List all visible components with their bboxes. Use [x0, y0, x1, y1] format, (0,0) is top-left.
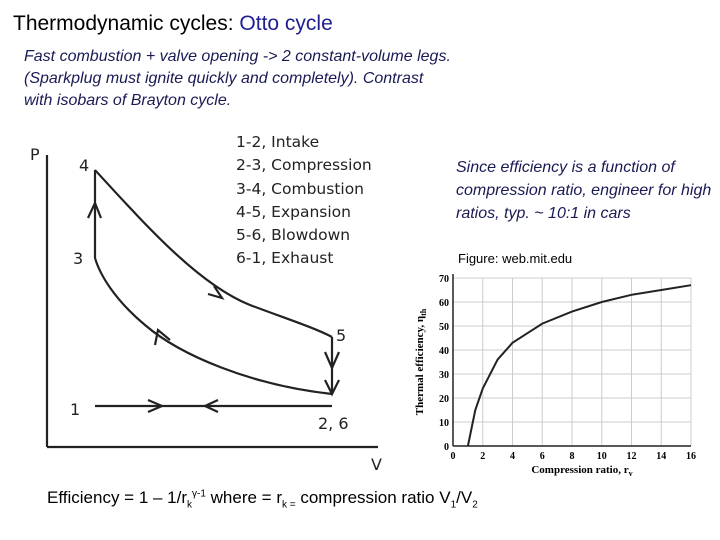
v-axis-label: V	[371, 455, 382, 474]
eff-middle: where = r	[205, 488, 282, 507]
efficiency-formula: Efficiency = 1 – 1/rkγ-1 where = rk = co…	[47, 488, 478, 510]
x-tick-label: 0	[451, 451, 456, 462]
x-tick-label: 14	[656, 451, 666, 462]
point-2-6: 2, 6	[318, 414, 349, 433]
eff-slash: /V	[456, 488, 473, 507]
x-tick-label: 10	[597, 451, 607, 462]
eff-sub1: k	[187, 499, 193, 511]
eff-suffix: compression ratio V	[295, 488, 451, 507]
y-tick-label: 70	[439, 274, 449, 285]
y-axis-label-sub: th	[419, 308, 428, 316]
step-2: 2-3, Compression	[236, 156, 372, 175]
side-note: Since efficiency is a function of compre…	[456, 159, 712, 222]
eff-sup1: γ-1	[192, 488, 206, 500]
efficiency-curve	[466, 284, 692, 447]
eff-sub2: k =	[281, 499, 296, 511]
eff-sub3: 1	[450, 499, 457, 511]
y-tick-label: 30	[439, 370, 449, 381]
page-title: Thermodynamic cycles: Otto cycle	[13, 12, 333, 36]
y-tick-label: 20	[439, 394, 449, 405]
arrow-right	[147, 398, 165, 414]
x-tick-label: 16	[686, 451, 696, 462]
arrow-left	[202, 399, 219, 413]
step-1: 1-2, Intake	[236, 133, 320, 151]
y-axis-label: Thermal efficiency, ηth	[414, 308, 428, 415]
x-tick-label: 2	[480, 451, 485, 462]
arrow-up	[87, 200, 103, 219]
intro-text: Fast combustion + valve opening -> 2 con…	[24, 48, 451, 109]
arrow-down-6	[324, 379, 340, 397]
figure-credit: Figure: web.mit.edu	[458, 251, 573, 266]
process-steps: 1-2, Intake 2-3, Compression 3-4, Combus…	[236, 131, 372, 271]
step-4: 4-5, Expansion	[236, 202, 351, 221]
x-tick-label: 12	[627, 451, 637, 462]
arrow-compression	[153, 327, 171, 346]
arrow-down-5	[323, 351, 341, 371]
step-3: 3-4, Combustion	[236, 179, 365, 198]
x-axis-label: Compression ratio, rv	[531, 464, 632, 478]
title-prefix: Thermodynamic cycles:	[13, 12, 234, 35]
title-accent: Otto cycle	[239, 12, 333, 35]
y-tick-label: 0	[444, 442, 449, 453]
point-1: 1	[70, 400, 81, 419]
point-5: 5	[336, 326, 347, 345]
p-axis-label: P	[30, 145, 40, 164]
step-5: 5-6, Blowdown	[236, 226, 351, 245]
eff-prefix: Efficiency = 1 – 1/r	[47, 488, 188, 507]
x-tick-label: 8	[570, 451, 575, 462]
y-tick-label: 50	[439, 322, 449, 333]
step-6: 6-1, Exhaust	[236, 249, 334, 268]
eff-sub4: 2	[472, 499, 478, 511]
x-axis-label-sub: v	[629, 469, 633, 478]
x-tick-label: 4	[510, 451, 515, 462]
y-tick-label: 60	[439, 298, 449, 309]
point-4: 4	[79, 156, 90, 175]
arrow-expansion	[207, 285, 225, 300]
y-tick-label: 10	[439, 418, 449, 429]
y-tick-label: 40	[439, 346, 449, 357]
point-3: 3	[73, 249, 84, 268]
x-tick-label: 6	[540, 451, 545, 462]
leg-4-5	[94, 169, 333, 338]
